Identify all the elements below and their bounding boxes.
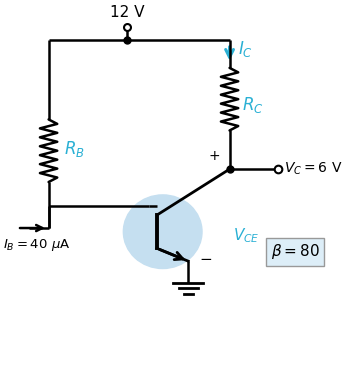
Text: $V_{CE}$: $V_{CE}$ [233, 226, 259, 245]
Text: −: − [200, 252, 212, 267]
Circle shape [123, 195, 202, 269]
Text: +: + [209, 148, 220, 163]
Text: $I_C$: $I_C$ [238, 40, 253, 59]
Text: 12 V: 12 V [110, 5, 145, 20]
Text: $R_B$: $R_B$ [64, 139, 84, 159]
Text: $R_C$: $R_C$ [242, 95, 264, 115]
Text: $I_B = 40\ \mu\mathrm{A}$: $I_B = 40\ \mu\mathrm{A}$ [3, 236, 71, 253]
Text: $\beta = 80$: $\beta = 80$ [271, 242, 320, 261]
Text: $V_C = 6\ \mathrm{V}$: $V_C = 6\ \mathrm{V}$ [284, 161, 342, 177]
